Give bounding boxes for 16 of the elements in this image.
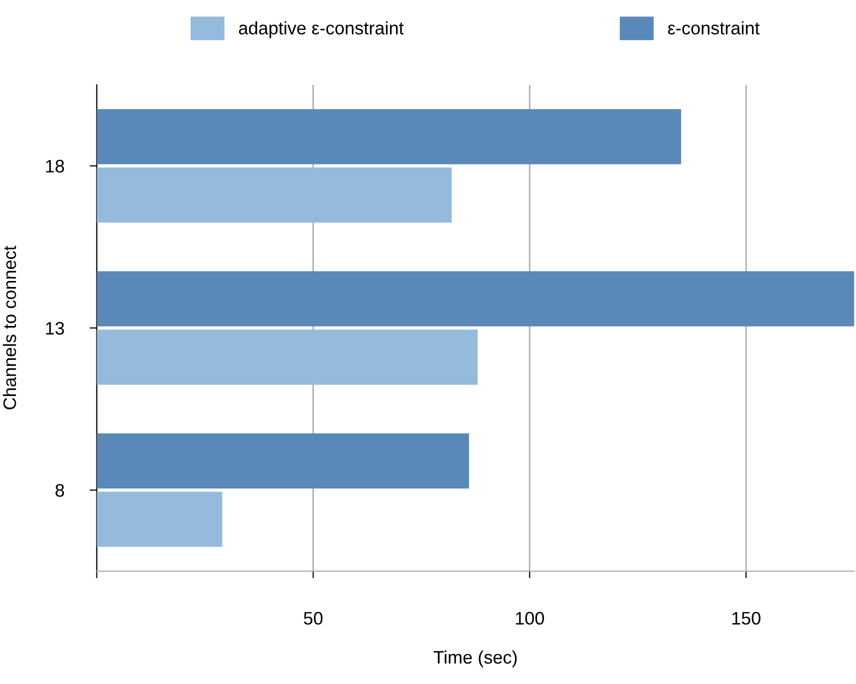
x-tick-label: 150 [732,612,760,625]
bar [96,330,478,385]
y-tick-label: 18 [46,160,64,173]
bar [96,433,470,488]
x-tick-label: 50 [304,612,323,625]
y-axis-title: Channels to connect [2,246,16,410]
x-tick-label: 100 [516,612,544,625]
bar [96,492,222,547]
y-tick-label: 13 [46,322,64,335]
bar [96,271,854,326]
bar [96,109,682,164]
legend-label: adaptive ε-constraint [238,21,404,38]
x-axis-title: Time (sec) [434,650,517,668]
bar [96,167,452,223]
y-tick-label: 8 [56,484,64,497]
legend-label: ε-constraint [668,21,760,35]
